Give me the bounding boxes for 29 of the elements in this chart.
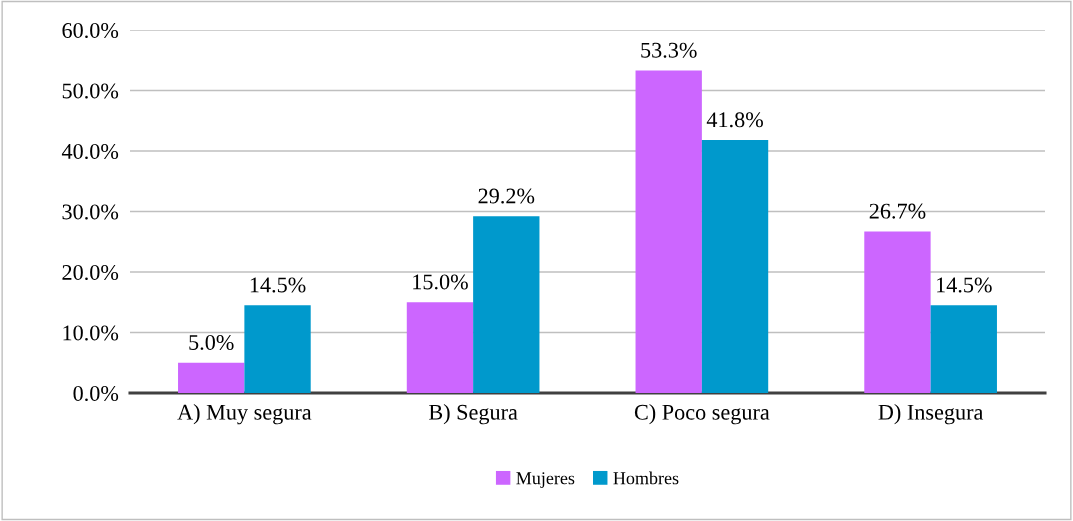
bar <box>178 362 245 393</box>
y-tick-label: 40.0% <box>61 143 119 160</box>
y-tick-label: 10.0% <box>63 325 119 341</box>
x-tick-label: B) Segura <box>429 404 518 425</box>
bar <box>635 70 702 393</box>
y-tick-label: 50.0% <box>62 83 119 99</box>
bar <box>244 305 311 393</box>
data-label: 15.0% <box>413 274 468 290</box>
legend-label: Mujeres <box>516 472 575 488</box>
x-tick-label: A) Muy segura <box>177 404 312 425</box>
legend-label: Hombres <box>613 471 679 485</box>
bar <box>864 231 931 393</box>
y-tick-label: 30.0% <box>62 204 119 220</box>
data-label: 14.5% <box>250 277 306 293</box>
y-tick-label: 60.0% <box>62 22 119 39</box>
data-label: 53.3% <box>641 42 697 58</box>
data-label: 5.0% <box>189 334 234 350</box>
y-tick-label: 0.0% <box>73 385 119 402</box>
data-label: 29.2% <box>478 188 535 204</box>
x-tick-label: C) Poco segura <box>634 404 770 425</box>
bar <box>473 216 540 393</box>
data-label: 41.8% <box>706 112 763 128</box>
data-label: 26.7% <box>869 203 926 219</box>
data-label: 14.5% <box>937 277 992 293</box>
x-tick-label: D) Insegura <box>878 404 984 425</box>
y-tick-label: 20.0% <box>62 264 119 281</box>
bar <box>701 140 769 393</box>
bar <box>930 305 997 393</box>
bar <box>406 302 474 393</box>
